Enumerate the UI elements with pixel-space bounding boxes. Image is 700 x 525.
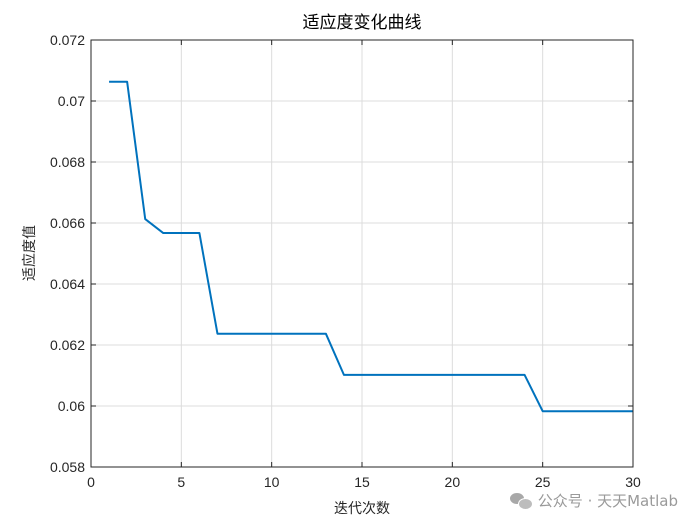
axis-ticks: 0 5 10 15 20 25 30 0.058 0.06 0.062 0.064 0.066 0.06… (50, 32, 641, 490)
x-tick-label: 20 (445, 474, 461, 490)
watermark-text: 公众号 · 天天Matlab (537, 492, 678, 510)
x-tick-label: 30 (625, 474, 641, 490)
series-line (109, 80, 633, 413)
x-tick-label: 15 (354, 474, 370, 490)
y-tick-label: 0.068 (50, 154, 85, 170)
x-tick-label: 0 (87, 474, 95, 490)
y-tick-label: 0.072 (50, 32, 85, 48)
y-axis-label: 适应度值 (21, 225, 38, 281)
y-tick-label: 0.064 (50, 276, 85, 292)
x-axis-label: 迭代次数 (334, 501, 390, 517)
y-tick-label: 0.058 (50, 459, 85, 475)
y-tick-label: 0.066 (50, 215, 85, 231)
watermark: 公众号 · 天天Matlab (509, 490, 678, 511)
y-tick-label: 0.06 (58, 398, 85, 414)
x-tick-label: 25 (535, 474, 551, 490)
grid (90, 39, 634, 468)
y-tick-label: 0.062 (50, 337, 85, 353)
plot-series (109, 80, 633, 413)
x-tick-label: 5 (177, 474, 185, 490)
chart-title: 适应度变化曲线 (303, 13, 422, 33)
wechat-icon (509, 492, 533, 510)
y-tick-label: 0.07 (58, 93, 85, 109)
x-tick-label: 10 (264, 474, 280, 490)
